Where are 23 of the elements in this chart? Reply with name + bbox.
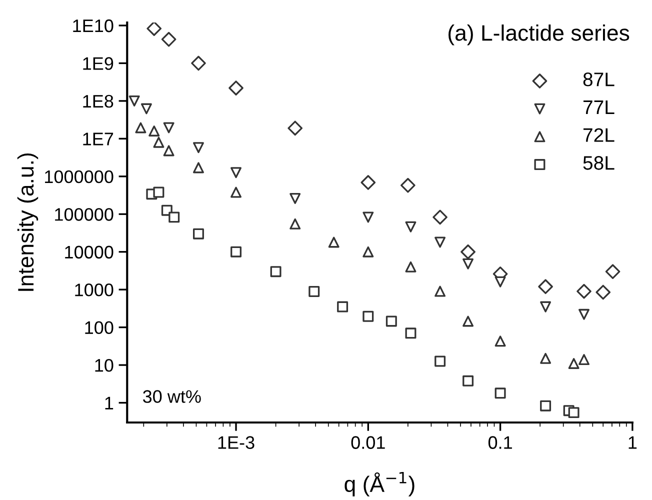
x-axis-title: q (Å$^{−1}$): [344, 472, 414, 496]
y-tick-label: 1E8: [83, 94, 114, 108]
x-tick-label: 0.1: [488, 436, 512, 449]
y-axis-title: Intensity (a.u.): [17, 153, 38, 291]
legend-label: 77L: [584, 100, 614, 114]
legend-label: 58L: [583, 156, 614, 170]
annotation: 30 wt%: [142, 390, 201, 403]
y-tick-label: 1E10: [73, 19, 114, 32]
y-tick-label: 1E9: [83, 57, 114, 70]
y-tick-label: 10000: [65, 246, 114, 259]
legend-label: 87L: [583, 72, 614, 86]
y-tick-label: 1000000: [45, 170, 114, 184]
x-tick-label: 1E-3: [218, 436, 254, 449]
x-tick-label: 1: [628, 436, 637, 449]
y-tick-label: 1: [105, 396, 114, 410]
y-tick-label: 10: [95, 358, 114, 372]
y-tick-label: 100: [85, 321, 114, 334]
y-tick-label: 1000: [75, 284, 114, 296]
legend-label: 72L: [584, 128, 614, 142]
y-tick-label: 100000: [55, 208, 114, 221]
y-tick-label: 1E7: [83, 132, 114, 146]
annotation: (a) L-lactide series: [448, 24, 630, 46]
x-tick-label: 0.01: [351, 436, 385, 449]
